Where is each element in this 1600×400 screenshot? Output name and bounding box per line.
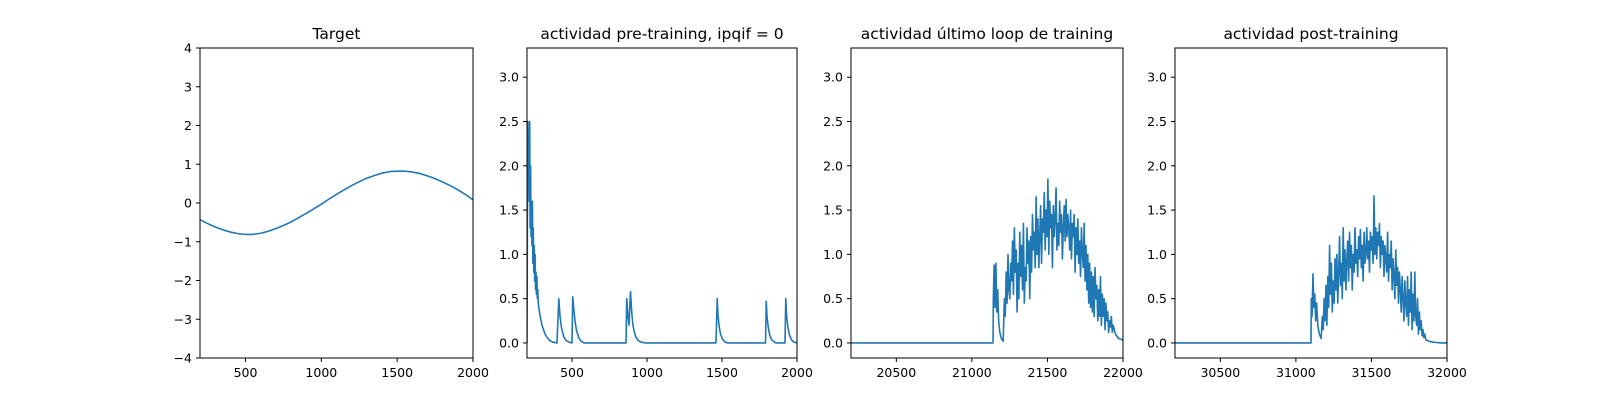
subplot-title: actividad último loop de training (861, 25, 1113, 43)
y-tick-label: 0.5 (1147, 291, 1167, 306)
y-tick-label: 3 (184, 79, 192, 94)
y-tick-label: 2.5 (1147, 114, 1167, 129)
y-tick-label: −1 (174, 234, 192, 249)
y-tick-label: −4 (174, 351, 192, 366)
y-tick-label: 1.5 (823, 203, 843, 218)
subplot-title: actividad post-training (1223, 25, 1398, 43)
y-tick-label: 2.0 (499, 158, 519, 173)
series-line (200, 170, 473, 236)
y-tick-label: 3.0 (823, 70, 843, 85)
y-tick-label: 2.0 (1147, 158, 1167, 173)
subplot-4: actividad post-training 30500 31000 31500 32… (1147, 25, 1467, 380)
x-tick-label: 1000 (305, 365, 337, 380)
y-tick-label: 1.0 (823, 247, 843, 262)
x-tick-label: 1000 (631, 365, 663, 380)
series-line (1175, 195, 1447, 344)
x-tick-label: 1500 (381, 365, 413, 380)
subplot-title: Target (312, 25, 361, 43)
x-tick-label: 31500 (1352, 365, 1392, 380)
y-tick-label: 2 (184, 118, 192, 133)
y-tick-label: 1.0 (1147, 247, 1167, 262)
axes-frame (850, 47, 1124, 359)
y-tick-label: −3 (174, 312, 192, 327)
x-tick-label: 500 (234, 365, 258, 380)
y-tick-label: 4 (184, 41, 192, 56)
y-tick-label: 1.5 (499, 203, 519, 218)
x-tick-label: 1500 (706, 365, 738, 380)
x-tick-label: 21000 (952, 365, 992, 380)
x-tick-label: 2000 (781, 365, 813, 380)
x-tick-label: 22000 (1103, 365, 1143, 380)
y-tick-label: 0.0 (499, 335, 519, 350)
y-tick-label: 0.5 (823, 291, 843, 306)
x-tick-label: 30500 (1200, 365, 1240, 380)
subplot-1: Target 500 1000 1500 2000 −4 −3 −2 −1 0 1 2 3 4 (174, 25, 489, 380)
subplot-3: actividad último loop de training 20500 21… (823, 25, 1143, 380)
x-tick-label: 20500 (876, 365, 916, 380)
y-tick-label: 3.0 (1147, 70, 1167, 85)
x-tick-label: 31000 (1276, 365, 1316, 380)
y-tick-label: 1.0 (499, 247, 519, 262)
y-tick-label: 2.5 (823, 114, 843, 129)
subplot-title: actividad pre-training, ipqif = 0 (540, 25, 783, 43)
series-line (527, 120, 797, 344)
y-tick-label: 1.5 (1147, 203, 1167, 218)
y-tick-label: 2.5 (499, 114, 519, 129)
y-tick-label: 0 (184, 196, 192, 211)
x-tick-label: 2000 (457, 365, 489, 380)
axes-frame (526, 47, 798, 359)
subplot-2: actividad pre-training, ipqif = 0 500 1000… (499, 25, 813, 380)
y-tick-label: 3.0 (499, 70, 519, 85)
y-tick-label: 2.0 (823, 158, 843, 173)
x-tick-label: 500 (560, 365, 584, 380)
y-tick-label: 0.5 (499, 291, 519, 306)
x-tick-label: 21500 (1028, 365, 1068, 380)
y-tick-label: 0.0 (1147, 335, 1167, 350)
x-tick-label: 32000 (1427, 365, 1467, 380)
series-line (851, 178, 1123, 344)
y-tick-label: 1 (184, 157, 192, 172)
axes-frame (1174, 47, 1448, 359)
y-tick-label: −2 (174, 273, 192, 288)
y-tick-label: 0.0 (823, 335, 843, 350)
